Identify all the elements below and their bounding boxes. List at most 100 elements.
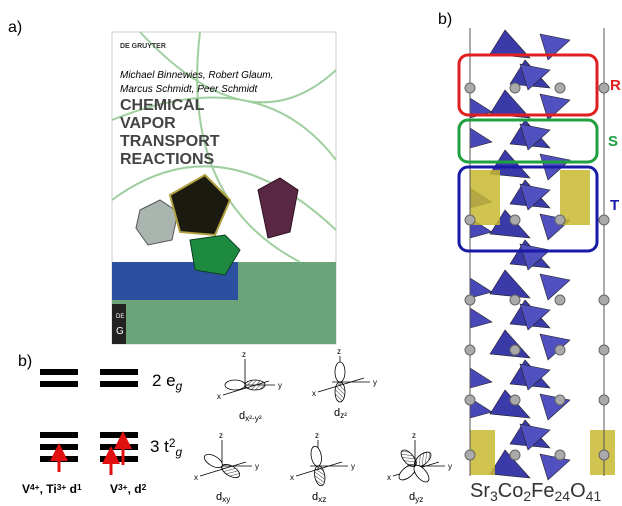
orbital-label: dyz xyxy=(409,491,423,504)
atom xyxy=(465,295,475,305)
text-part: , Ti xyxy=(40,482,57,496)
text-part: g xyxy=(176,445,183,459)
authors: Marcus Schmidt, Peer Schmidt xyxy=(120,84,258,95)
atom xyxy=(599,215,609,225)
logo: G xyxy=(116,326,124,337)
axis-label: y xyxy=(351,462,355,471)
orbital: zxydxy xyxy=(194,431,259,504)
ion-label: V3+, d2 xyxy=(110,482,147,496)
atom xyxy=(510,215,520,225)
atom xyxy=(510,83,520,93)
axis-label: x xyxy=(387,473,391,482)
book-title: TRANSPORT xyxy=(120,133,220,150)
figure: a) DE G DE GRUYTER Michael Binnewies, Ro… xyxy=(0,0,622,506)
polyhedron xyxy=(470,170,500,225)
atom xyxy=(599,395,609,405)
axis-label: y xyxy=(373,378,377,387)
axis-label: z xyxy=(242,350,246,359)
text-part: , d xyxy=(128,482,142,496)
atom xyxy=(599,83,609,93)
axis-label: y xyxy=(278,381,282,390)
book-cover: DE G DE GRUYTER Michael Binnewies, Rober… xyxy=(112,32,336,344)
authors: Michael Binnewies, Robert Glaum, xyxy=(120,70,273,81)
atom xyxy=(555,450,565,460)
orbital-label: dx²-y² xyxy=(239,410,262,423)
axis-label: y xyxy=(448,462,452,471)
text-part: V xyxy=(110,482,118,496)
lobe xyxy=(335,362,345,382)
book-title: CHEMICAL xyxy=(120,97,205,114)
text-part: z² xyxy=(340,411,347,420)
text-part: 41 xyxy=(586,488,602,504)
atom xyxy=(599,345,609,355)
panel-label: b) xyxy=(438,11,452,28)
text-part: Co xyxy=(498,480,524,502)
ion-label: V4+, Ti3+ d1 xyxy=(22,482,82,496)
atom xyxy=(465,395,475,405)
axis-label: x xyxy=(312,389,316,398)
text-part: 24 xyxy=(555,488,571,504)
orbital-label: dxy xyxy=(216,491,231,504)
text-part: d xyxy=(66,482,77,496)
lobe xyxy=(225,380,245,390)
text-part: xz xyxy=(318,495,326,504)
atom xyxy=(465,83,475,93)
atom xyxy=(599,450,609,460)
text-part: 2 xyxy=(523,488,531,504)
axis-label: x xyxy=(194,473,198,482)
axis-label: z xyxy=(315,431,319,440)
text-part: g xyxy=(176,379,183,393)
layer-label: S xyxy=(608,133,618,150)
text-part: 3 t xyxy=(150,437,169,456)
lobe xyxy=(202,452,224,471)
atom xyxy=(510,395,520,405)
orbital: z x y dz² xyxy=(312,347,377,420)
atom xyxy=(510,295,520,305)
book-title: REACTIONS xyxy=(120,151,215,168)
atom xyxy=(599,295,609,305)
text-part: V xyxy=(22,482,30,496)
atom xyxy=(555,215,565,225)
text-part: 2 xyxy=(142,482,147,492)
orbital: z x y dyz xyxy=(387,431,452,504)
atom xyxy=(510,450,520,460)
layer-label: T xyxy=(610,197,619,214)
lobe xyxy=(310,445,323,466)
panel-label: a) xyxy=(8,19,22,36)
orbital-label: dz² xyxy=(334,407,347,420)
text-part: Fe xyxy=(531,480,554,502)
polyhedron xyxy=(560,170,590,225)
crystal-structure xyxy=(462,28,615,480)
text-part: 3 xyxy=(490,488,498,504)
axis-label: z xyxy=(337,347,341,356)
atom xyxy=(555,345,565,355)
text-part: 4+ xyxy=(30,482,40,492)
formula: Sr3Co2Fe24O41 xyxy=(470,480,601,504)
atom xyxy=(555,295,565,305)
atom xyxy=(510,345,520,355)
lobe xyxy=(335,382,345,402)
text-part: xy xyxy=(222,495,231,504)
book-title: VAPOR xyxy=(120,115,176,132)
level-label: 3 t2g xyxy=(150,436,183,458)
text-part: Sr xyxy=(470,480,490,502)
level-label: 2 eg xyxy=(152,371,183,393)
axis-label: z xyxy=(412,431,416,440)
axis-label: y xyxy=(255,462,259,471)
axis-label: x xyxy=(217,392,221,401)
text-part: yz xyxy=(415,495,423,504)
publisher: DE GRUYTER xyxy=(120,43,166,50)
lobe xyxy=(245,380,265,390)
text-part: 3+ xyxy=(57,482,67,492)
axis-label: z xyxy=(219,431,223,440)
text-part: x²-y² xyxy=(245,414,262,423)
orbital: z x y dxz xyxy=(290,431,355,504)
orbital-label: dxz xyxy=(312,491,326,504)
panel-label: b) xyxy=(18,353,32,370)
atom xyxy=(465,450,475,460)
axis-label: x xyxy=(290,473,294,482)
orbital: z x y dx²-y² xyxy=(217,350,282,423)
atom xyxy=(465,345,475,355)
logo: DE xyxy=(116,314,124,320)
